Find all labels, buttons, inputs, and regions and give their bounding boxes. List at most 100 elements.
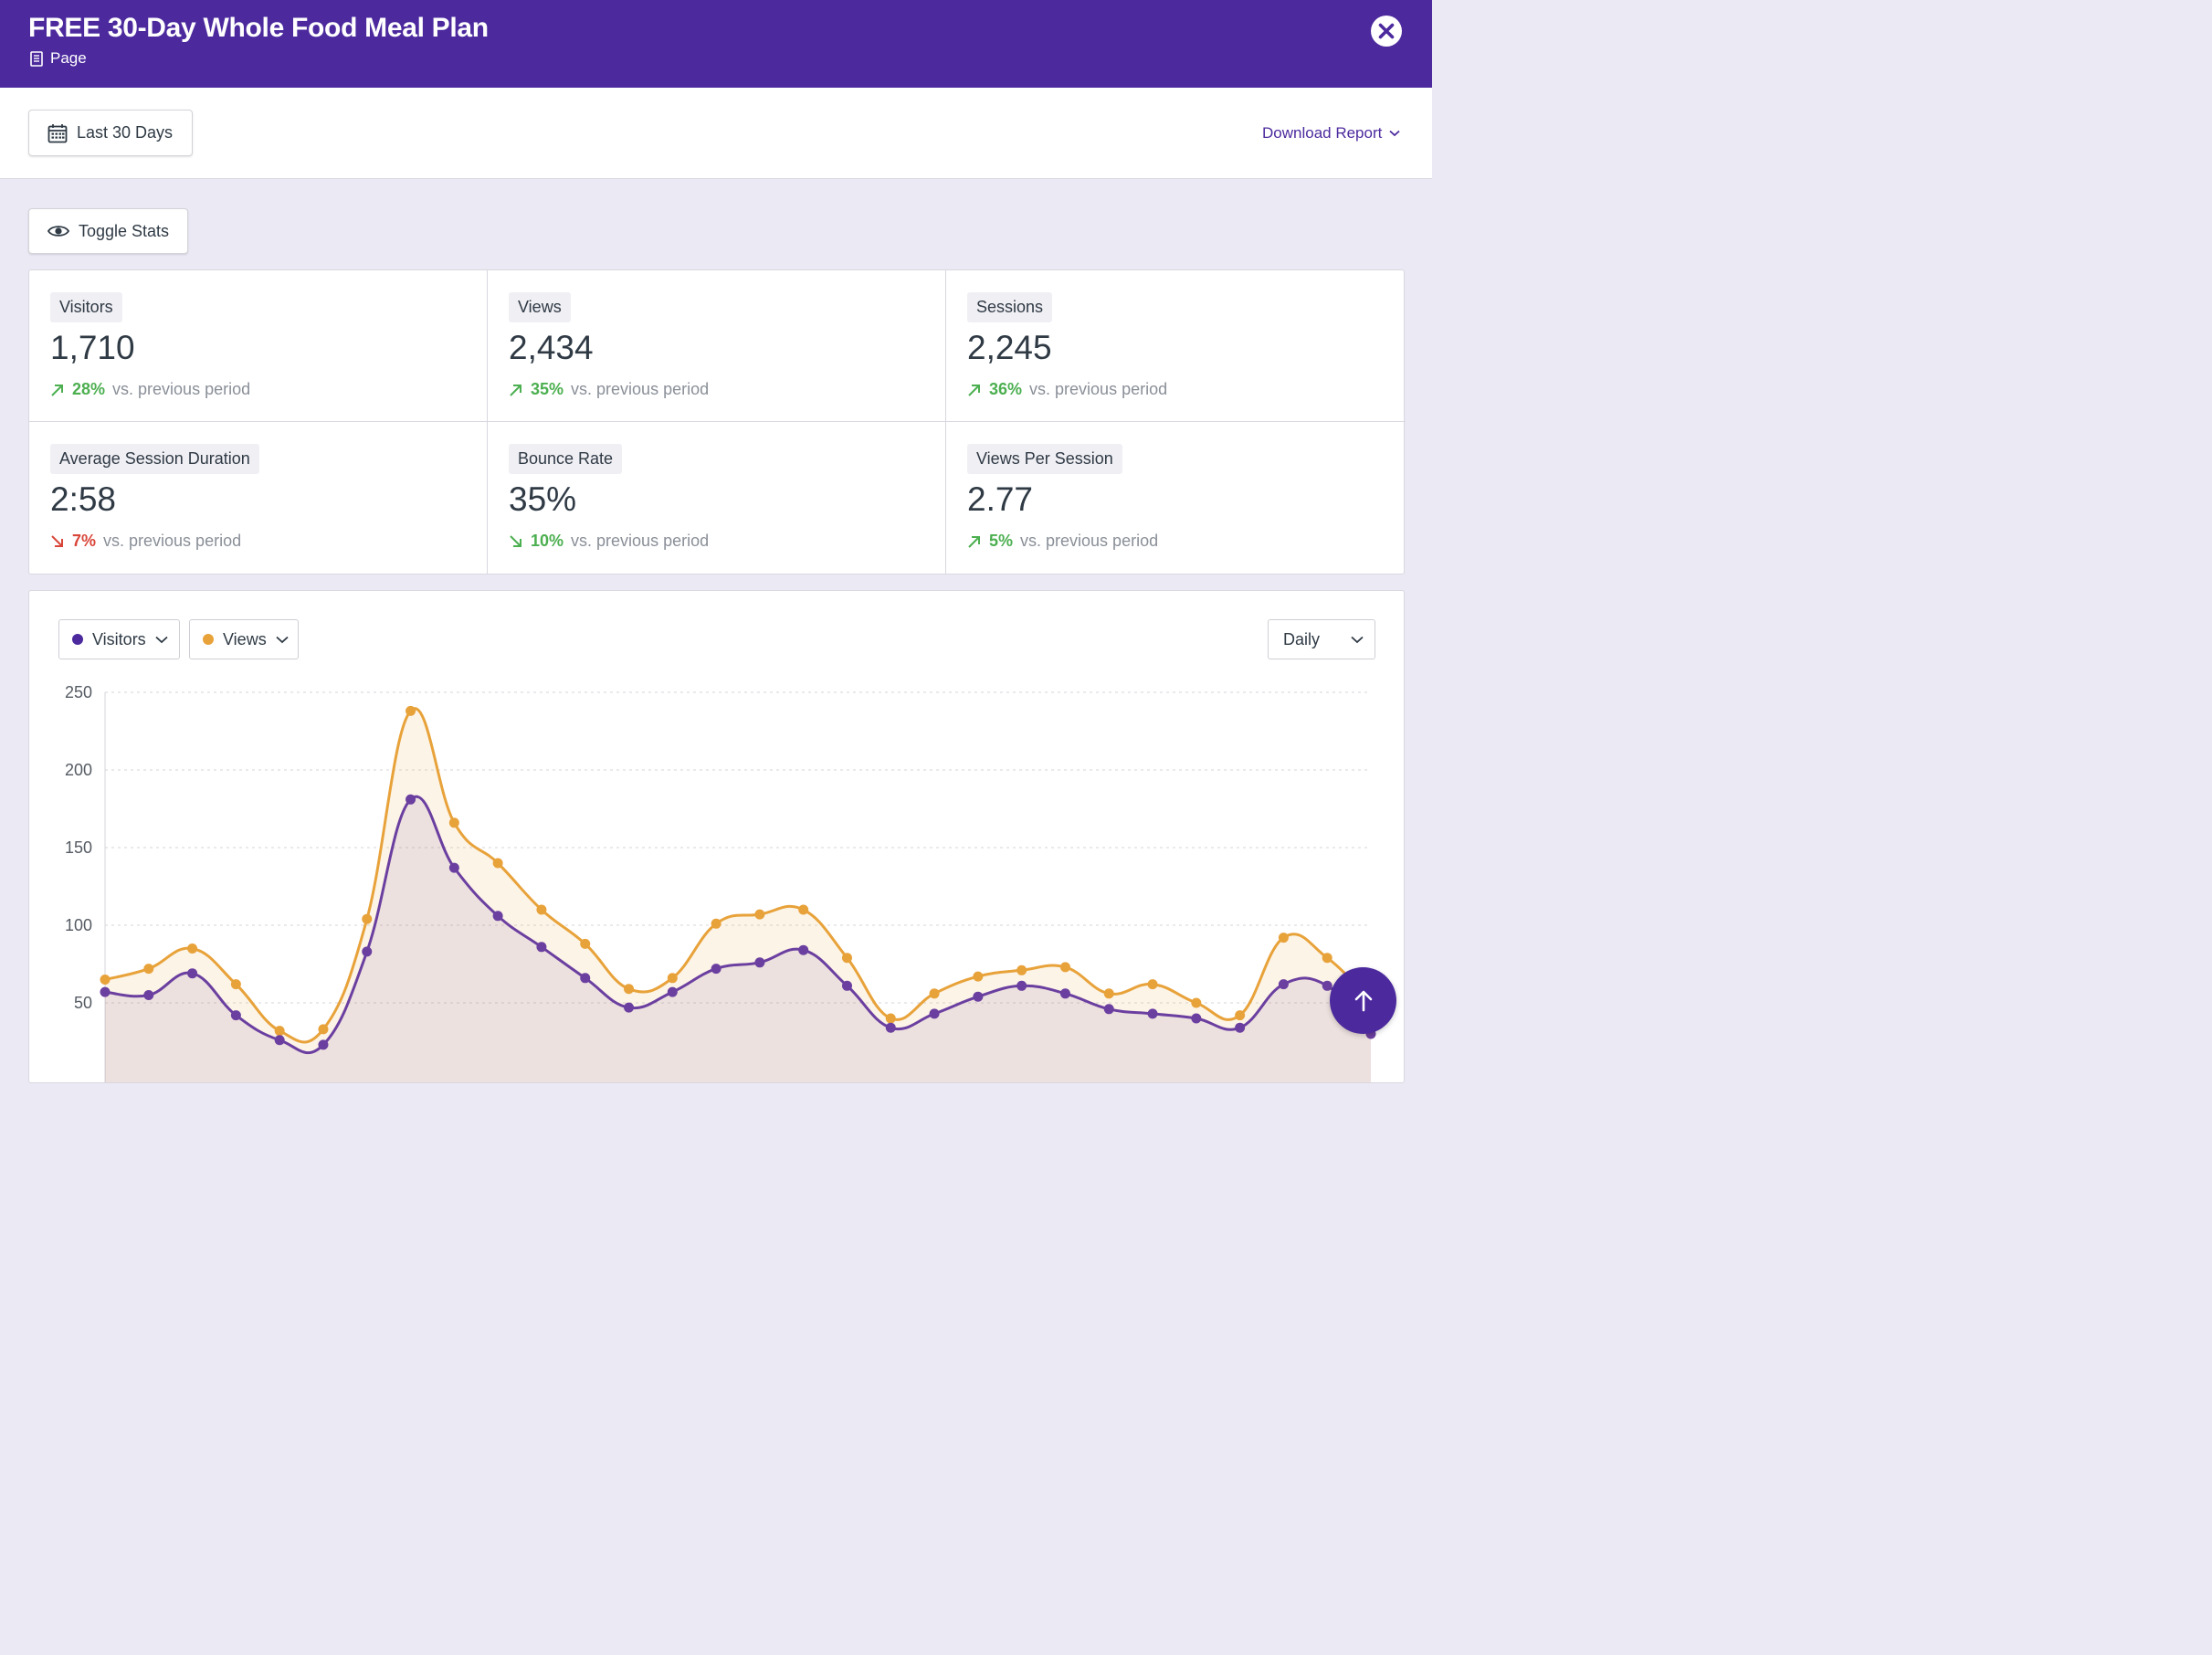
- stat-change: 28% vs. previous period: [50, 380, 250, 399]
- views-point: [1016, 965, 1027, 975]
- download-report-link[interactable]: Download Report: [1262, 124, 1400, 142]
- visitors-point: [100, 986, 111, 997]
- views-point: [274, 1026, 285, 1037]
- visitors-point: [230, 1010, 241, 1021]
- views-point: [448, 817, 459, 828]
- stat-value: 2,245: [967, 329, 1052, 366]
- y-tick-label: 250: [65, 683, 92, 701]
- visitors-point: [1103, 1004, 1114, 1015]
- views-point: [1235, 1010, 1246, 1021]
- chevron-down-icon: [155, 636, 168, 643]
- line-chart: 250 200 150 100 50: [65, 683, 1376, 1082]
- toolbar: Last 30 Days Download Report: [0, 88, 1432, 179]
- views-area: [105, 708, 1371, 1082]
- arrow-down-right-icon: [510, 534, 521, 547]
- views-point: [885, 1013, 896, 1024]
- views-point: [1147, 979, 1158, 990]
- close-icon[interactable]: [1370, 15, 1403, 47]
- stat-change-text: vs. previous period: [571, 532, 710, 550]
- visitors-point: [318, 1039, 329, 1050]
- visitors-area: [105, 796, 1371, 1082]
- document-icon: [30, 50, 43, 67]
- stat-change: 7% vs. previous period: [50, 532, 241, 551]
- views-point: [1059, 962, 1070, 973]
- arrow-up-icon: [1354, 990, 1372, 1011]
- page-type: Page: [30, 49, 87, 68]
- stat-card: Average Session Duration 2:58 7% vs. pre…: [29, 422, 488, 574]
- stat-change-pct: 7%: [72, 532, 97, 550]
- stat-card: Bounce Rate 35% 10% vs. previous period: [488, 422, 946, 574]
- metric2-label: Views: [223, 629, 267, 648]
- visitors-point: [1016, 980, 1027, 991]
- chart-card: 250 200 150 100 50 Visitors Views Daily: [28, 590, 1405, 1083]
- views-point: [1278, 933, 1289, 943]
- visitors-point: [711, 964, 722, 975]
- visitors-point: [448, 862, 459, 873]
- visitors-point: [492, 911, 503, 922]
- stat-card: Visitors 1,710 28% vs. previous period: [29, 270, 488, 422]
- views-point: [406, 705, 416, 716]
- metric1-select[interactable]: Visitors: [58, 619, 180, 659]
- metric2-select[interactable]: Views: [189, 619, 299, 659]
- stat-value: 35%: [509, 480, 577, 518]
- visitors-point: [274, 1035, 285, 1046]
- visitors-point: [1322, 980, 1332, 991]
- stat-change-pct: 5%: [989, 532, 1014, 550]
- views-point: [100, 975, 111, 985]
- views-point: [711, 918, 722, 929]
- stat-change-text: vs. previous period: [112, 380, 251, 398]
- views-point: [1191, 997, 1202, 1008]
- stat-card: Views 2,434 35% vs. previous period: [488, 270, 946, 422]
- visitors-point: [624, 1002, 635, 1013]
- stat-label: Average Session Duration: [50, 444, 259, 474]
- views-point: [362, 913, 373, 924]
- download-report-label: Download Report: [1262, 124, 1383, 142]
- y-tick-label: 100: [65, 916, 92, 934]
- views-point: [187, 943, 198, 954]
- metric1-label: Visitors: [92, 629, 146, 648]
- stat-change: 36% vs. previous period: [967, 380, 1167, 399]
- views-color-dot: [203, 634, 214, 645]
- chevron-down-icon: [1389, 130, 1400, 137]
- views-point: [667, 973, 678, 984]
- stat-change-text: vs. previous period: [103, 532, 242, 550]
- stat-change-pct: 28%: [72, 380, 106, 398]
- views-point: [318, 1024, 329, 1035]
- page-header: FREE 30-Day Whole Food Meal Plan Page: [0, 0, 1432, 88]
- visitors-point: [667, 986, 678, 997]
- y-tick-label: 150: [65, 838, 92, 857]
- views-point: [1103, 988, 1114, 999]
- eye-icon: [47, 226, 69, 237]
- toggle-stats-button[interactable]: Toggle Stats: [28, 208, 188, 254]
- stat-change-text: vs. previous period: [1029, 380, 1168, 398]
- views-point: [536, 904, 547, 915]
- visitors-point: [1278, 979, 1289, 990]
- interval-select[interactable]: Daily: [1268, 619, 1375, 659]
- date-range-button[interactable]: Last 30 Days: [28, 110, 193, 156]
- visitors-point: [1191, 1013, 1202, 1024]
- stat-label: Sessions: [967, 292, 1053, 322]
- stat-change-text: vs. previous period: [571, 380, 710, 398]
- views-point: [143, 964, 154, 975]
- visitors-point: [929, 1008, 940, 1019]
- toggle-stats-label: Toggle Stats: [79, 221, 170, 240]
- stat-card: Sessions 2,245 36% vs. previous period: [946, 270, 1406, 422]
- views-point: [973, 971, 984, 982]
- stat-label: Views Per Session: [967, 444, 1122, 474]
- views-point: [754, 909, 765, 920]
- views-point: [841, 953, 852, 964]
- calendar-icon: [47, 123, 68, 142]
- arrow-up-right-icon: [968, 535, 980, 548]
- visitors-point: [187, 968, 198, 979]
- scroll-to-top-button[interactable]: [1330, 967, 1396, 1034]
- chevron-down-icon: [1351, 636, 1364, 643]
- visitors-point: [580, 973, 591, 984]
- views-point: [492, 858, 503, 869]
- interval-label: Daily: [1283, 629, 1321, 648]
- views-point: [798, 904, 809, 915]
- stat-value: 2:58: [50, 480, 117, 518]
- visitors-point: [885, 1022, 896, 1033]
- visitors-point: [143, 990, 154, 1000]
- stat-label: Visitors: [50, 292, 122, 322]
- arrow-up-right-icon: [968, 384, 980, 396]
